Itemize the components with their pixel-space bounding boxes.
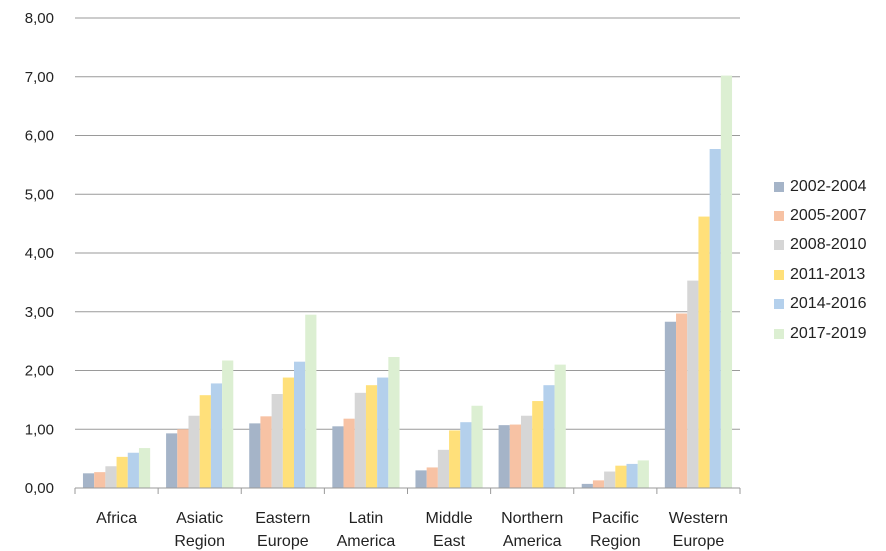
legend-item: 2002-2004 [774, 172, 884, 201]
bar [664, 321, 677, 488]
bar [615, 465, 627, 488]
bar [554, 364, 566, 488]
bar [637, 460, 649, 488]
x-category-label: Middle East [425, 510, 472, 550]
bar [592, 480, 605, 488]
legend-item: 2005-2007 [774, 201, 884, 230]
bar [437, 449, 450, 488]
x-category-label: Western Europe [669, 510, 728, 550]
bar [388, 356, 400, 488]
bar [498, 425, 510, 488]
bar [294, 361, 306, 488]
y-tick-label: 4,00 [25, 245, 54, 262]
y-tick-label: 0,00 [25, 480, 54, 497]
bar [626, 463, 638, 488]
bar [105, 466, 117, 488]
y-axis-tick-labels: 0,00 1,00 2,00 3,00 4,00 5,00 6,00 7,00 8,00 [25, 10, 54, 497]
y-tick-label: 8,00 [25, 10, 54, 27]
x-category-label: Asiatic Region [174, 510, 225, 550]
x-category-label: Africa [96, 510, 137, 527]
y-tick-label: 3,00 [25, 304, 54, 321]
bar [460, 422, 472, 488]
bar [471, 405, 483, 488]
y-tick-label: 7,00 [25, 69, 54, 86]
bar [709, 149, 721, 488]
legend-swatch [774, 211, 784, 222]
bar [332, 426, 344, 488]
legend-label: 2002-2004 [790, 177, 867, 195]
bar [271, 394, 283, 488]
y-tick-label: 2,00 [25, 363, 54, 380]
bar [127, 452, 139, 488]
bar [354, 392, 366, 488]
legend-swatch [774, 328, 784, 339]
y-tick-label: 1,00 [25, 421, 54, 438]
bar [509, 424, 521, 488]
legend: 2002-2004 2005-2007 2008-2010 2011-2013 2014… [774, 172, 884, 348]
x-axis-category-labels: Africa Asiatic Region Eastern Europe Latin Ame… [96, 510, 728, 550]
bar [532, 401, 544, 488]
legend-swatch [774, 269, 784, 280]
legend-item: 2017-2019 [774, 319, 884, 348]
bar [222, 360, 234, 488]
bar [698, 216, 710, 488]
bar [94, 472, 106, 488]
legend-label: 2008-2010 [790, 236, 867, 254]
y-tick-label: 5,00 [25, 186, 54, 203]
bar [687, 280, 699, 488]
legend-item: 2014-2016 [774, 290, 884, 319]
bar [720, 75, 733, 488]
bar [138, 448, 151, 488]
bar [249, 423, 261, 488]
bar [377, 377, 389, 488]
bar [282, 377, 295, 488]
bar [543, 385, 555, 488]
bar [116, 456, 128, 488]
legend-label: 2014-2016 [790, 295, 867, 313]
legend-label: 2005-2007 [790, 207, 867, 225]
x-category-label: Pacific Region [590, 510, 641, 550]
legend-item: 2011-2013 [774, 260, 884, 289]
bar [177, 429, 189, 488]
bar [210, 383, 223, 488]
gridlines [75, 17, 740, 430]
legend-swatch [774, 299, 784, 310]
x-category-label: Northern America [501, 510, 563, 550]
bar [82, 473, 95, 488]
bar [199, 395, 211, 488]
legend-swatch [774, 181, 784, 192]
legend-swatch [774, 240, 784, 251]
legend-label: 2017-2019 [790, 324, 867, 342]
bar [449, 430, 461, 488]
x-category-label: Eastern Europe [255, 510, 310, 550]
bar [260, 416, 272, 488]
bar [166, 433, 178, 488]
bar [188, 415, 200, 488]
x-category-label: Latin America [337, 510, 396, 550]
legend-label: 2011-2013 [790, 265, 866, 283]
bar [305, 314, 317, 488]
bar [415, 470, 427, 488]
bars [82, 75, 733, 488]
x-axis [74, 487, 741, 494]
legend-item: 2008-2010 [774, 231, 884, 260]
y-tick-label: 6,00 [25, 128, 54, 145]
bar [581, 483, 593, 488]
bar [426, 467, 438, 488]
bar [676, 313, 688, 488]
bar [343, 418, 355, 488]
bar [365, 385, 378, 488]
bar [520, 415, 533, 488]
bar [604, 471, 616, 488]
